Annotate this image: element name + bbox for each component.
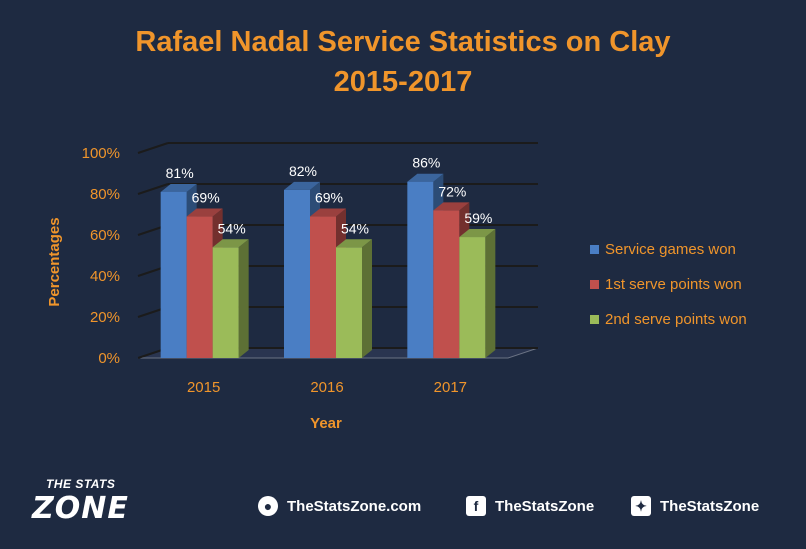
bar-top <box>310 208 346 217</box>
bar <box>459 237 486 358</box>
legend-item-first-serve: 1st serve points won <box>590 267 747 302</box>
legend-swatch <box>590 315 599 324</box>
gridline-side <box>137 142 169 154</box>
website-link[interactable]: ● TheStatsZone.com <box>258 493 421 519</box>
facebook-icon: f <box>466 496 486 516</box>
x-tick-label: 2015 <box>187 379 220 396</box>
legend-swatch <box>590 280 599 289</box>
y-tick-label: 0% <box>98 350 120 367</box>
bar-top <box>186 208 223 217</box>
chart-title: Rafael Nadal Service Statistics on Clay … <box>0 22 806 102</box>
bar-top <box>336 239 372 248</box>
bar <box>336 247 362 358</box>
facebook-link[interactable]: f TheStatsZone <box>466 493 594 519</box>
data-label: 82% <box>289 163 317 179</box>
legend-item-second-serve: 2nd serve points won <box>590 302 747 337</box>
bar-top <box>284 181 320 190</box>
gridline-side <box>137 183 169 195</box>
x-axis-label: Year <box>310 415 342 432</box>
bar <box>160 191 187 358</box>
data-label: 86% <box>412 155 440 171</box>
bar <box>433 210 460 358</box>
globe-icon: ● <box>258 496 278 516</box>
legend-swatch <box>590 245 599 254</box>
bar-top <box>407 173 444 182</box>
stats-zone-logo: THE STATS ZONE <box>32 477 172 529</box>
bar <box>186 216 213 358</box>
chart-subtitle: 2015-2017 <box>333 66 473 98</box>
y-tick-label: 60% <box>90 227 120 244</box>
bar-top <box>160 183 197 192</box>
data-label: 54% <box>218 220 246 236</box>
bar-top <box>433 202 470 211</box>
data-label: 59% <box>464 210 492 226</box>
legend-label: 1st serve points won <box>605 276 742 293</box>
bar-side <box>362 239 372 358</box>
twitter-label: TheStatsZone <box>660 497 760 515</box>
data-label: 69% <box>315 190 343 206</box>
twitter-icon: ✦ <box>631 496 651 516</box>
chart-legend: Service games won 1st serve points won 2… <box>590 232 747 337</box>
x-tick-label: 2017 <box>434 379 467 396</box>
data-label: 72% <box>438 183 466 199</box>
bar-top <box>212 239 249 248</box>
data-label: 69% <box>192 190 220 206</box>
logo-text-bottom: ZONE <box>32 491 129 526</box>
legend-item-service-games: Service games won <box>590 232 747 267</box>
data-label: 81% <box>166 165 194 181</box>
bar <box>310 216 336 358</box>
bar-side <box>485 229 496 358</box>
bar-chart: 0% 20% 40% 60% 80% 100% 81% 69% 54% 2015 82% 69% 54%… <box>46 142 539 432</box>
bar <box>284 189 310 358</box>
bar-side <box>238 239 249 358</box>
y-tick-label: 40% <box>90 268 120 285</box>
bar <box>407 181 434 358</box>
bar <box>212 247 239 358</box>
y-tick-label: 20% <box>90 309 120 326</box>
x-tick-label: 2016 <box>310 379 343 396</box>
twitter-link[interactable]: ✦ TheStatsZone <box>631 493 759 519</box>
facebook-label: TheStatsZone <box>495 497 595 515</box>
logo-text-top: THE STATS <box>46 477 116 491</box>
bar-top <box>459 229 496 238</box>
y-tick-label: 100% <box>82 145 120 162</box>
chart-title-line: Rafael Nadal Service Statistics on Clay <box>135 26 671 58</box>
website-label: TheStatsZone.com <box>287 497 422 515</box>
legend-label: 2nd serve points won <box>605 311 747 328</box>
y-tick-label: 80% <box>90 186 120 203</box>
data-label: 54% <box>341 220 369 236</box>
y-axis-label: Percentages <box>46 217 63 306</box>
legend-label: Service games won <box>605 241 736 258</box>
